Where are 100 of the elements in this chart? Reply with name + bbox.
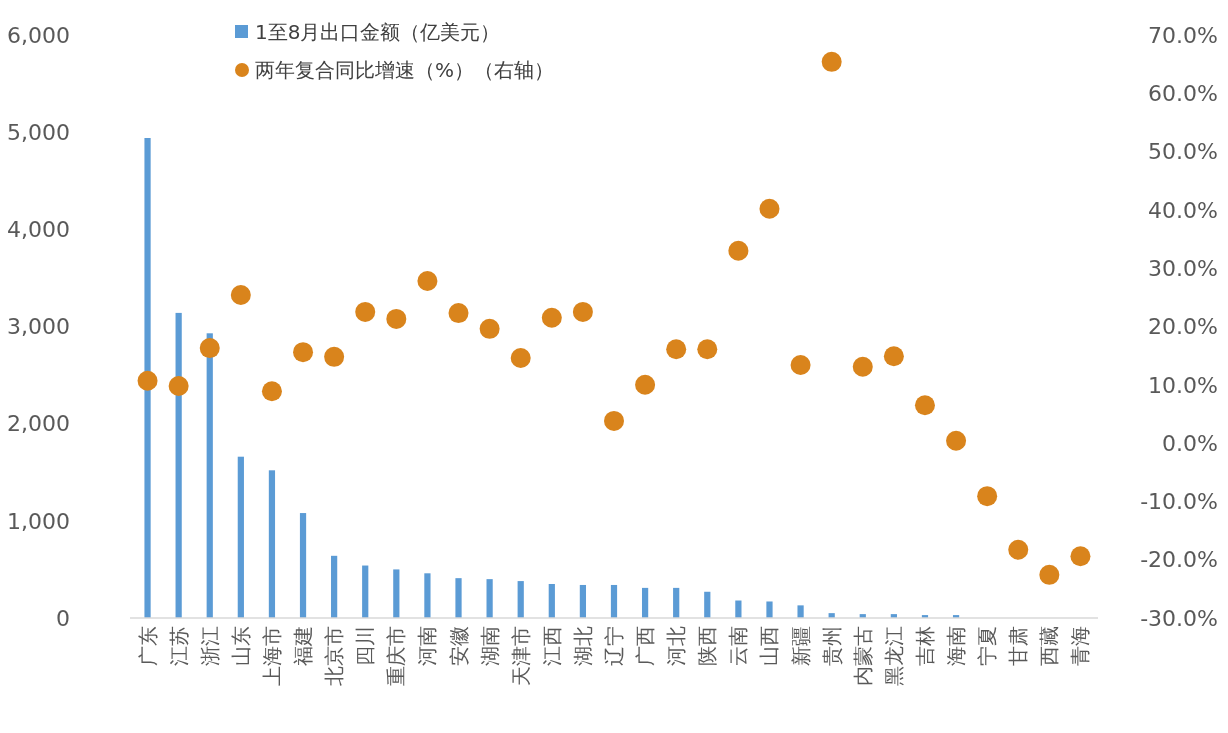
y2-tick-label: -30.0%: [1140, 605, 1218, 631]
point: [914, 395, 935, 416]
point: [883, 346, 904, 367]
x-tick-label: 河北: [664, 626, 689, 666]
x-tick-label: 湖北: [570, 626, 595, 666]
point: [541, 307, 562, 328]
point: [293, 342, 314, 363]
x-tick-label: 河南: [415, 626, 440, 666]
legend-label: 两年复合同比增速（%）（右轴）: [255, 58, 555, 82]
point: [324, 346, 345, 367]
y-tick-label: 4,000: [7, 217, 70, 243]
bar: [424, 573, 431, 618]
point: [790, 354, 811, 375]
x-tick-label: 广东: [135, 626, 160, 666]
y-tick-label: 0: [56, 605, 70, 631]
x-tick-label: 江西: [539, 626, 564, 666]
x-tick-label: 山东: [228, 626, 253, 666]
y-tick-label: 3,000: [7, 314, 70, 340]
x-tick-label: 内蒙古: [850, 626, 875, 686]
y-tick-label: 2,000: [7, 411, 70, 437]
y2-tick-label: 10.0%: [1148, 372, 1218, 398]
y2-tick-label: 60.0%: [1148, 81, 1218, 106]
bar: [268, 470, 276, 618]
point: [261, 381, 282, 402]
x-tick-label: 天津市: [508, 626, 533, 686]
x-tick-label: 上海市: [259, 626, 284, 686]
point: [821, 51, 842, 72]
x-tick-label: 山西: [757, 626, 782, 666]
x-tick-label: 贵州: [819, 626, 844, 666]
bar: [393, 569, 400, 618]
point: [417, 271, 438, 292]
y2-tick-label: 20.0%: [1148, 314, 1218, 340]
point: [852, 356, 873, 377]
point: [759, 198, 780, 219]
bar: [610, 584, 618, 618]
x-tick-label: 吉林: [912, 626, 937, 666]
x-tick-label: 重庆市: [384, 626, 409, 686]
bar: [299, 513, 307, 618]
bar: [704, 591, 711, 618]
point: [199, 338, 220, 359]
point: [479, 318, 500, 339]
point: [946, 430, 967, 451]
x-tick-label: 四川: [353, 626, 378, 666]
bar: [455, 578, 462, 618]
point: [572, 301, 593, 322]
y2-tick-label: 50.0%: [1148, 139, 1218, 165]
y2-tick-label: 40.0%: [1148, 197, 1218, 223]
bar: [175, 312, 182, 618]
bar: [331, 555, 338, 618]
point: [697, 339, 718, 360]
point: [510, 347, 531, 368]
bar: [144, 138, 151, 618]
x-tick-label: 海南: [944, 626, 969, 666]
point: [728, 240, 749, 261]
point: [448, 303, 469, 324]
bar: [641, 587, 649, 618]
x-tick-label: 青海: [1068, 626, 1093, 666]
point: [355, 301, 376, 322]
point: [1039, 564, 1060, 585]
point: [666, 339, 687, 360]
point: [168, 375, 189, 396]
bar: [579, 584, 587, 618]
x-tick-label: 北京市: [322, 626, 347, 686]
x-tick-label: 云南: [726, 626, 751, 666]
x-tick-label: 甘肃: [1006, 626, 1031, 666]
x-tick-label: 陕西: [695, 626, 720, 666]
bar: [766, 601, 773, 618]
x-tick-label: 湖南: [477, 626, 502, 666]
y2-tick-label: 70.0%: [1148, 22, 1218, 48]
point: [1008, 539, 1029, 560]
bar: [486, 579, 493, 618]
y2-tick-label: 0.0%: [1162, 430, 1218, 456]
y-tick-label: 6,000: [7, 22, 70, 48]
x-tick-label: 宁夏: [975, 626, 1000, 666]
point: [386, 308, 407, 329]
y2-tick-label: 30.0%: [1148, 255, 1218, 281]
bar: [237, 456, 244, 618]
x-tick-label: 江苏: [166, 626, 191, 666]
y2-tick-label: -10.0%: [1140, 489, 1218, 515]
y-tick-label: 5,000: [7, 119, 70, 145]
point: [604, 410, 624, 431]
x-tick-label: 安徽: [446, 626, 471, 666]
point: [1070, 546, 1091, 567]
bar: [517, 581, 524, 618]
x-tick-label: 浙江: [197, 626, 222, 666]
point: [137, 370, 158, 391]
y-tick-label: 1,000: [7, 508, 70, 534]
point: [977, 486, 998, 507]
bar: [673, 587, 680, 618]
x-tick-label: 西藏: [1037, 626, 1062, 666]
point: [635, 374, 656, 395]
x-tick-label: 广西: [633, 626, 658, 666]
legend-label: 1至8月出口金额（亿美元）: [255, 20, 501, 44]
x-tick-label: 黑龙江: [881, 626, 906, 686]
bar: [548, 583, 555, 618]
x-tick-label: 辽宁: [602, 626, 626, 666]
x-tick-label: 福建: [291, 626, 316, 666]
bar: [797, 605, 804, 618]
bar: [362, 565, 369, 618]
y2-tick-label: -20.0%: [1140, 547, 1218, 573]
